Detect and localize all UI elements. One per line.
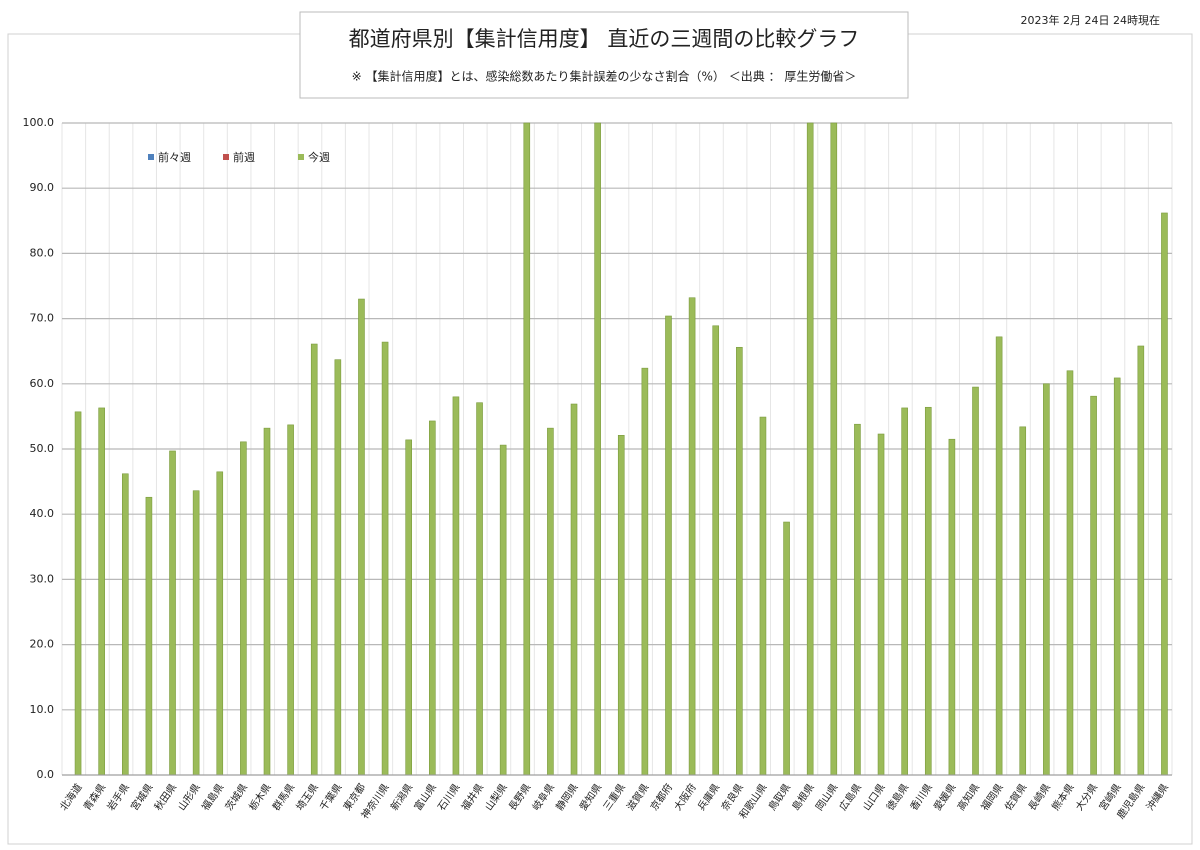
y-tick-label: 70.0 (30, 312, 55, 325)
bar (617, 435, 625, 776)
legend-label: 今週 (308, 150, 330, 164)
bar (688, 297, 696, 776)
legend-label: 前々週 (158, 150, 191, 164)
y-tick-label: 0.0 (37, 768, 55, 781)
bar (736, 346, 743, 776)
bar (240, 441, 247, 776)
bar (121, 473, 129, 776)
bar (948, 438, 956, 776)
bar (74, 411, 82, 776)
legend-label: 前週 (233, 150, 255, 164)
legend-swatch (298, 154, 304, 160)
y-tick-label: 30.0 (30, 572, 55, 585)
bar (830, 122, 838, 776)
bar (287, 424, 294, 776)
y-tick-label: 20.0 (30, 638, 55, 651)
bar (381, 341, 389, 776)
bar (1161, 212, 1168, 776)
bar (1090, 395, 1097, 776)
y-tick-label: 80.0 (30, 246, 55, 259)
bar (924, 406, 932, 776)
bar (665, 315, 672, 776)
legend-swatch (223, 154, 229, 160)
bar (901, 407, 908, 776)
bar (972, 386, 979, 776)
bar (310, 343, 318, 776)
date-annotation: 2023年 2月 24日 24時現在 (1021, 13, 1160, 27)
y-tick-label: 50.0 (30, 442, 55, 455)
bar (783, 521, 790, 776)
bar (499, 444, 507, 776)
bar (1043, 383, 1050, 776)
bar (145, 496, 153, 776)
bar (263, 427, 271, 776)
bar (594, 122, 601, 776)
bar (1137, 345, 1145, 776)
y-tick-label: 40.0 (30, 507, 55, 520)
bar (523, 122, 531, 776)
bar (1066, 370, 1074, 776)
bar (995, 336, 1003, 776)
bar (98, 407, 105, 776)
bar (334, 359, 342, 776)
bar (806, 122, 814, 776)
bar (192, 490, 200, 776)
y-tick-label: 10.0 (30, 703, 55, 716)
y-tick-label: 90.0 (30, 181, 55, 194)
y-tick-label: 100.0 (23, 116, 55, 129)
bar (570, 403, 578, 776)
bar (169, 450, 176, 776)
chart-subtitle: ※ 【集計信用度】とは、感染総数あたり集計誤差の少なさ割合（%） ＜出典 ： 厚… (352, 69, 857, 84)
bar (216, 471, 224, 776)
y-tick-label: 60.0 (30, 377, 55, 390)
bar (712, 325, 720, 776)
chart-title: 都道府県別【集計信用度】 直近の三週間の比較グラフ (349, 27, 860, 51)
title-box (299, 11, 909, 99)
bar (854, 423, 861, 776)
bar (1113, 377, 1121, 776)
bar (1019, 426, 1027, 776)
bar (547, 427, 554, 776)
bar (759, 416, 767, 776)
legend-swatch (148, 154, 154, 160)
bar (641, 367, 649, 776)
bar (452, 396, 460, 776)
bar (877, 433, 885, 776)
bar (429, 420, 436, 776)
bar (358, 298, 365, 776)
bar (476, 402, 483, 776)
bar (405, 439, 412, 776)
